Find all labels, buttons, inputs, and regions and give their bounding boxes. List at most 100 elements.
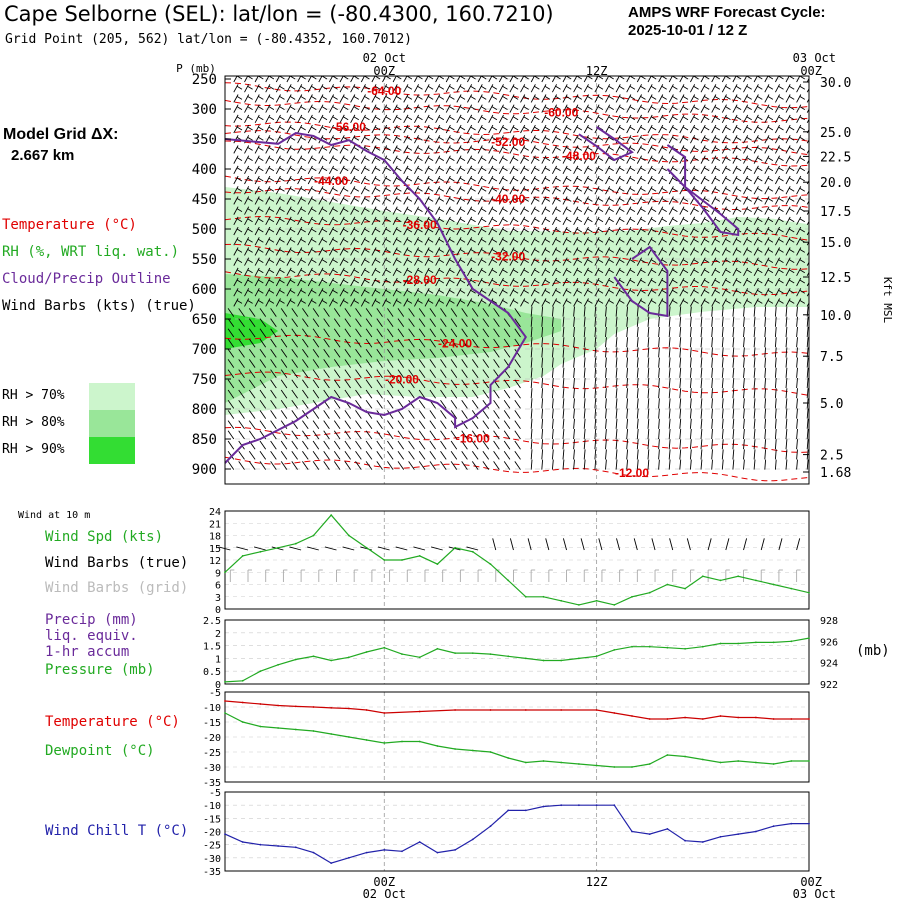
wind-barb-flag <box>650 300 657 304</box>
wind-barb-flag <box>406 269 413 274</box>
wind-barb <box>227 379 235 389</box>
wind-barb <box>594 186 600 195</box>
wind-barb <box>297 237 303 246</box>
wind-barb <box>679 288 685 297</box>
wind-barb <box>594 267 600 277</box>
wind-barb <box>573 306 575 317</box>
wind-barb <box>445 196 451 205</box>
wind-barb <box>552 76 557 83</box>
wind-barb <box>488 288 494 297</box>
wind-barb <box>509 247 515 256</box>
wind-barb-flag <box>693 147 699 151</box>
wind-barb-flag <box>565 85 572 90</box>
wind-barb-flag <box>640 259 646 263</box>
wind-barb-flag <box>799 218 806 223</box>
wind-barb <box>382 165 388 175</box>
pressure-line-point <box>489 653 492 655</box>
wind-barb <box>732 439 735 450</box>
wind-barb <box>583 114 589 124</box>
wind-barb-flag <box>735 177 742 182</box>
wind-barb <box>355 318 362 328</box>
wind-barb <box>764 94 770 103</box>
wind-barb <box>238 430 245 440</box>
wind-barb <box>297 288 303 297</box>
wind-barb <box>424 94 430 103</box>
wind-barb-flag <box>672 279 678 284</box>
wind-barb-flag <box>672 198 678 202</box>
wind-barb-flag <box>597 208 604 212</box>
wind-barb <box>403 257 409 266</box>
wind-barb <box>450 328 458 338</box>
wind-barb <box>764 267 770 277</box>
wind-barb <box>382 206 388 215</box>
wind-barb-flag <box>417 106 423 110</box>
wind-barb-flag <box>353 167 360 172</box>
wind-barb <box>387 450 394 460</box>
wind-barb <box>520 124 526 134</box>
wind-barb <box>424 76 429 83</box>
wind-barb <box>690 206 696 215</box>
bottom-time-label: 00Z <box>373 875 395 889</box>
wind-barb <box>647 135 653 144</box>
wind-barb-flag <box>480 157 487 161</box>
wind-barb-flag <box>597 177 604 182</box>
isotherm-line <box>225 121 809 144</box>
wind-barb-flag <box>597 269 604 274</box>
wind-barb <box>493 359 500 368</box>
pressure-line-point <box>808 637 810 639</box>
wind-barb <box>668 216 674 226</box>
wind-barb-flag <box>629 249 636 253</box>
wind-barb-flag <box>459 147 466 151</box>
wind-barb-flag <box>534 147 540 151</box>
wind-barb <box>445 298 451 307</box>
wind-barb-flag <box>364 147 370 151</box>
wind-barb <box>477 165 483 175</box>
wind-barb <box>541 196 547 205</box>
wind-barb <box>806 408 809 419</box>
wind-barb-flag <box>682 136 689 141</box>
wind-barb <box>259 461 267 470</box>
wind-barb-flag <box>268 259 275 263</box>
wind-barb <box>711 206 717 215</box>
wind-barb-flag <box>725 85 731 90</box>
wind-barb <box>806 271 809 277</box>
wind-chill-line-point <box>719 835 722 838</box>
wind-barb <box>583 94 589 103</box>
wind-barb <box>583 267 589 277</box>
wind-barb <box>302 359 309 368</box>
wind-barb <box>573 114 579 124</box>
wind-barb <box>445 206 451 215</box>
wind-barb <box>456 114 462 124</box>
wind-barb <box>227 348 235 358</box>
isotherm-label: -44.00 <box>314 174 348 188</box>
wind-barb-flag <box>576 259 583 263</box>
wind-barb-flag <box>459 106 466 110</box>
wind-barb <box>647 226 653 236</box>
wind-barb <box>796 459 798 470</box>
wind-barb <box>668 459 671 470</box>
wind-barb <box>509 175 515 185</box>
wind-barb-flag <box>353 289 360 294</box>
wind-barb <box>594 124 600 134</box>
wind-barb <box>493 399 500 409</box>
wind-barb <box>806 169 809 175</box>
wind-barb <box>785 114 791 124</box>
wind-barb-flag <box>512 106 519 110</box>
wind-barb-flag <box>279 177 285 182</box>
wind-barb-flag <box>300 96 306 100</box>
wind-barb <box>636 316 639 327</box>
wind-barb <box>647 186 653 195</box>
wind-barb <box>360 76 365 83</box>
wind-barb <box>573 428 575 440</box>
wind-barb-flag <box>300 85 306 90</box>
wind-barb <box>583 326 586 338</box>
wind-barb <box>471 379 479 389</box>
wind-barb-flag <box>725 177 731 182</box>
wind-barb-flag <box>757 157 763 161</box>
wind-barb <box>227 308 235 317</box>
pressure-line-point <box>454 652 456 654</box>
wind-barb <box>498 145 504 154</box>
wind-barb <box>753 388 756 399</box>
wind-barb <box>743 316 745 327</box>
wind-barb <box>270 338 277 348</box>
